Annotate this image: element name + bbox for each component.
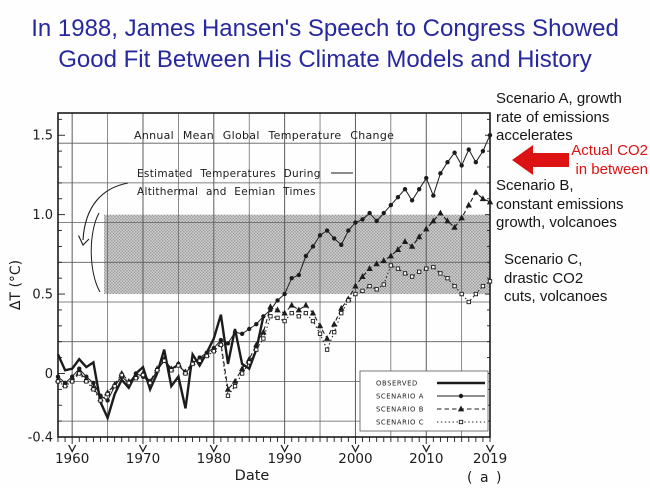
legend: OBSERVED SCENARIO A SCENARIO B SCENARIO C xyxy=(359,370,489,432)
y-axis-title: ΔT (°C) xyxy=(8,260,24,310)
svg-text:1960: 1960 xyxy=(55,451,89,467)
plot-border xyxy=(57,112,491,438)
svg-text:SCENARIO A: SCENARIO A xyxy=(376,393,424,401)
svg-text:1980: 1980 xyxy=(197,451,231,467)
plot-grid xyxy=(58,113,490,437)
svg-text:0: 0 xyxy=(45,367,53,382)
y-axis-labels: 1.5 1.0 0.5 0 -0.4 xyxy=(28,129,53,446)
svg-text:1.0: 1.0 xyxy=(32,208,53,223)
svg-text:1970: 1970 xyxy=(126,451,160,467)
annotation-scenario-c: Scenario C, drastic CO2 cuts, volcanoes xyxy=(504,251,608,305)
actual-co2-arrow-icon xyxy=(512,145,569,175)
page-title-line-2: Good Fit Between His Climate Models and … xyxy=(58,46,592,73)
svg-text:SCENARIO C: SCENARIO C xyxy=(376,419,424,427)
page-title-line-1: In 1988, James Hansen's Speech to Congre… xyxy=(31,15,619,42)
series-observed xyxy=(56,314,265,422)
chart-title: Annual Mean Global Temperature Change xyxy=(134,129,394,142)
svg-text:-0.4: -0.4 xyxy=(28,431,53,446)
x-axis-labels: 1960 1970 1980 1990 2000 2010 2019 xyxy=(55,444,507,467)
series-scenario-c xyxy=(55,263,493,403)
altithermal-eemian-band xyxy=(104,214,491,295)
annotation-scenario-b: Scenario B, constant emissions growth, v… xyxy=(496,177,624,231)
svg-text:SCENARIO B: SCENARIO B xyxy=(376,406,424,414)
svg-text:1990: 1990 xyxy=(267,451,301,467)
annotation-scenario-a: Scenario A, growth rate of emissions acc… xyxy=(496,90,622,144)
svg-text:2010: 2010 xyxy=(409,451,443,467)
band-label-line-2: Altithermal and Eemian Times xyxy=(137,186,316,198)
svg-text:OBSERVED: OBSERVED xyxy=(376,380,418,388)
svg-text:1.5: 1.5 xyxy=(32,129,53,144)
x-axis-title: Date xyxy=(235,468,270,484)
svg-text:2000: 2000 xyxy=(338,451,372,467)
page-title: In 1988, James Hansen's Speech to Congre… xyxy=(0,13,650,75)
annotation-actual-co2: Actual CO2 in between xyxy=(571,142,648,178)
band-label-line-1: Estimated Temperatures During xyxy=(137,168,321,180)
svg-text:0.5: 0.5 xyxy=(32,288,53,303)
x-axis-ticks xyxy=(57,437,491,444)
subplot-letter: ( a ) xyxy=(467,470,503,486)
svg-text:2019: 2019 xyxy=(473,451,507,467)
band-pointer-arrow xyxy=(78,182,129,293)
